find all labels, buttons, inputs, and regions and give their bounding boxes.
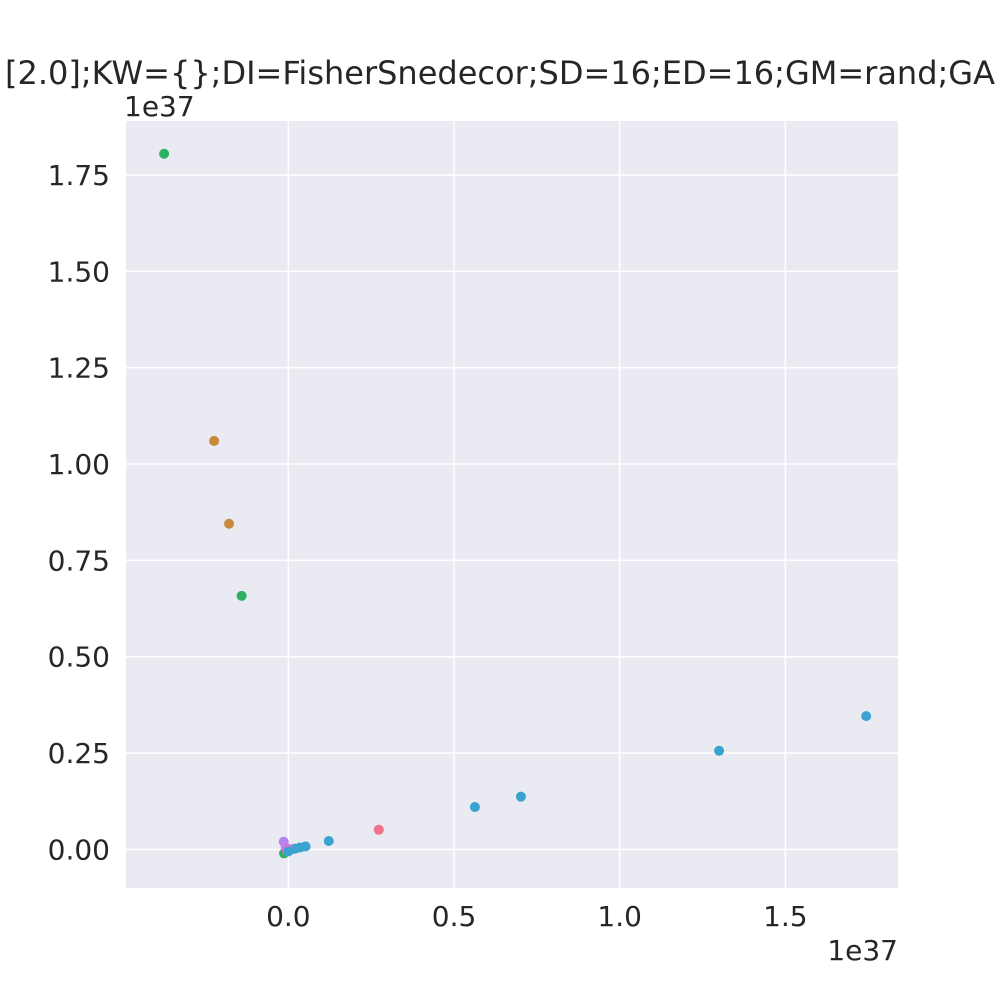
x-tick-label: 1.5 <box>763 900 808 933</box>
x-tick-label: 0.5 <box>432 900 477 933</box>
y-tick-label: 1.50 <box>48 255 110 288</box>
y-tick-label: 0.00 <box>48 833 110 866</box>
y-tick-label: 0.25 <box>48 737 110 770</box>
scatter-point <box>283 846 294 857</box>
scatter-point <box>159 148 170 159</box>
scatter-point <box>224 518 235 529</box>
scatter-point <box>323 835 334 846</box>
x-offset-label: 1e37 <box>827 934 898 967</box>
plot-area <box>126 121 898 888</box>
scatter-point <box>515 791 526 802</box>
axis-ticks: 0.0 0.5 1.0 1.5 0.00 0.25 0.50 0.75 1.00 1.25 1.50… <box>48 159 808 933</box>
scatter-point <box>373 824 384 835</box>
y-offset-label: 1e37 <box>124 90 195 123</box>
scatter-point <box>861 711 872 722</box>
y-tick-label: 1.25 <box>48 352 110 385</box>
y-tick-label: 0.50 <box>48 641 110 674</box>
chart-title: [2.0];KW={};DI=FisherSnedecor;SD=16;ED=1… <box>5 54 995 92</box>
scatter-point <box>469 802 480 813</box>
x-tick-label: 1.0 <box>597 900 642 933</box>
y-tick-label: 1.00 <box>48 448 110 481</box>
y-tick-label: 1.75 <box>48 159 110 192</box>
plot-background <box>126 121 898 888</box>
x-tick-label: 0.0 <box>266 900 311 933</box>
scatter-point <box>209 435 220 446</box>
y-tick-label: 0.75 <box>48 544 110 577</box>
scatter-point <box>714 745 725 756</box>
scatter-point <box>236 590 247 601</box>
